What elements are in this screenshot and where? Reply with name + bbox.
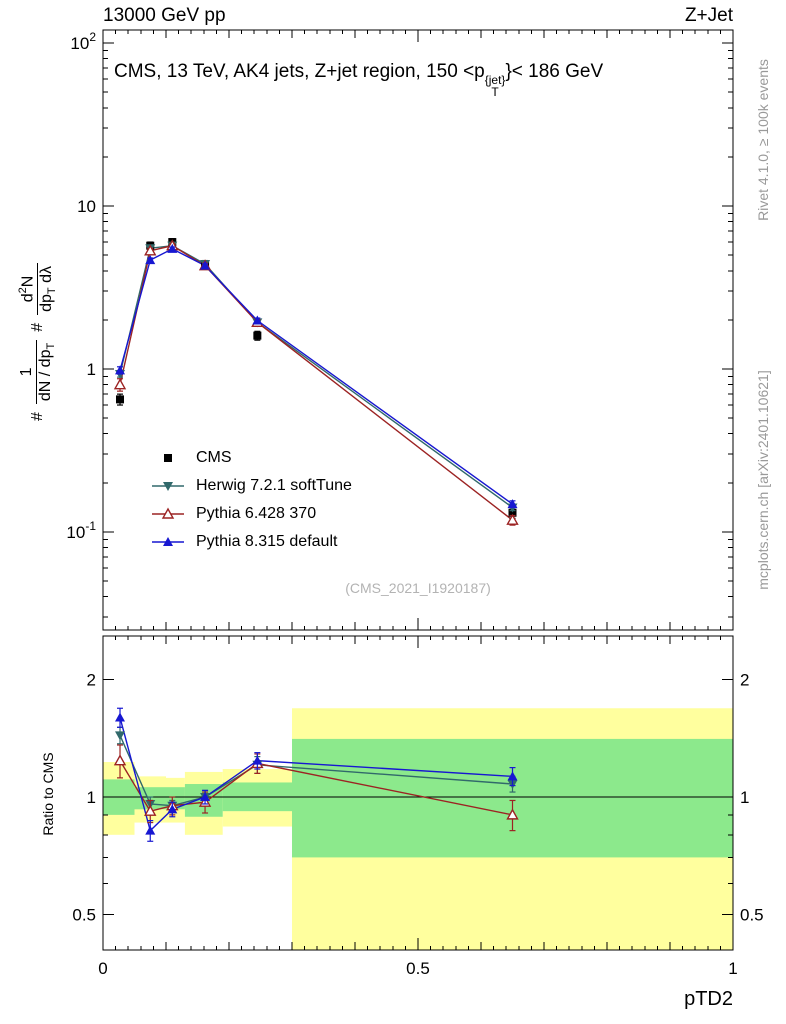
tick-label: 1 (87, 788, 96, 807)
legend-item-pythia8: Pythia 8.315 default (150, 528, 352, 556)
ratio-uncertainty-bands (103, 708, 733, 950)
fraction-1-denominator: dN / dpT (37, 342, 58, 402)
tick-label: 2 (87, 671, 96, 690)
ratio-panel-frame (102, 635, 734, 951)
ratio-axis-label: Ratio to CMS (40, 752, 56, 836)
pt-jet-supsub: {jet} T (485, 74, 506, 98)
tick-label: 0.5 (72, 905, 96, 924)
tick-label: 2 (740, 671, 749, 690)
legend-label-herwig: Herwig 7.2.1 softTune (196, 477, 352, 494)
analysis-title-prefix: CMS, 13 TeV, AK4 jets, Z+jet region, 150… (114, 61, 485, 82)
tick-label: 102 (70, 30, 96, 53)
main-panel-frame (102, 29, 734, 631)
tick-label: 10 (77, 197, 96, 216)
legend: CMS Herwig 7.2.1 softTune Pythia 6.428 3… (150, 444, 352, 556)
legend-item-cms: CMS (150, 444, 352, 472)
mcplots-arxiv-note: mcplots.cern.ch [arXiv:2401.10621] (755, 370, 771, 590)
ratio-series (113, 707, 519, 842)
main-series (113, 237, 519, 526)
tick-label: 0 (98, 959, 107, 978)
beam-energy-label: 13000 GeV pp (103, 5, 226, 26)
y-axis-fraction-2: d2N dpT dλ (16, 263, 60, 315)
y-axis-hash-1: # (29, 412, 46, 422)
tick-label: 1 (728, 959, 737, 978)
tick-label: 0.5 (406, 959, 430, 978)
legend-label-pythia6: Pythia 6.428 370 (196, 505, 317, 522)
y-axis-label: # 1 dN / dpT # d2N dpT dλ (8, 59, 68, 625)
herwig-marker-icon (152, 482, 184, 491)
x-axis-label: pTD2 (684, 988, 733, 1010)
legend-item-herwig: Herwig 7.2.1 softTune (150, 472, 352, 500)
legend-label-cms: CMS (196, 449, 232, 466)
axis-tick-labels: 102 10 1 10-1 2 2 1 1 0.5 0.5 0 0.5 1 (66, 30, 763, 978)
legend-label-pythia8: Pythia 8.315 default (196, 533, 338, 550)
watermark-analysis-id: (CMS_2021_I1920187) (345, 580, 491, 596)
legend-item-pythia6: Pythia 6.428 370 (150, 500, 352, 528)
y-axis-hash-2: # (29, 322, 46, 332)
tick-label: 0.5 (740, 905, 764, 924)
y-axis-fraction-1: 1 dN / dpT (17, 339, 58, 405)
fraction-2-numerator: d2N (16, 263, 39, 315)
tick-label: 1 (740, 788, 749, 807)
rivet-version-note: Rivet 4.1.0, ≥ 100k events (755, 59, 771, 221)
cms-marker-icon (164, 454, 172, 462)
pt-jet-superscript: {jet} (484, 73, 506, 87)
fraction-2-denominator: dpT dλ (38, 266, 59, 312)
process-label: Z+Jet (684, 5, 733, 26)
analysis-title-suffix: }< 186 GeV (505, 61, 604, 82)
pythia8-marker-icon (152, 537, 184, 546)
analysis-title: CMS, 13 TeV, AK4 jets, Z+jet region, 150… (114, 61, 603, 98)
pythia6-marker-icon (152, 507, 184, 519)
tick-label: 10-1 (66, 519, 96, 542)
pt-subscript: T (491, 85, 499, 99)
tick-label: 1 (87, 360, 96, 379)
fraction-1-numerator: 1 (17, 339, 38, 405)
